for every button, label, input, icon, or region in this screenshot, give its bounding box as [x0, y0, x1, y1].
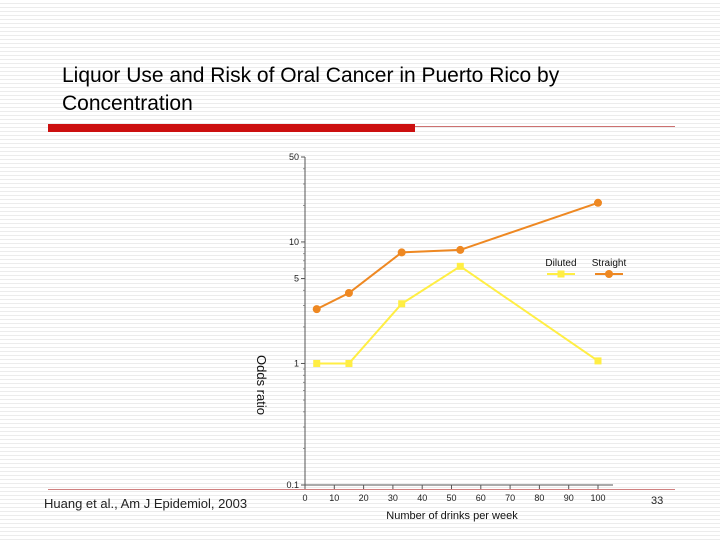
- straight-data-point: [312, 305, 321, 314]
- y-tick-label: 1: [294, 358, 299, 368]
- x-tick-label: 40: [417, 493, 427, 503]
- x-tick-label: 80: [534, 493, 544, 503]
- diluted-series-line: [316, 265, 599, 365]
- diluted-data-point: [313, 359, 321, 367]
- legend-marker-diluted: [557, 270, 565, 278]
- x-tick-label: 70: [505, 493, 515, 503]
- slide-title: Liquor Use and Risk of Oral Cancer in Pu…: [62, 64, 560, 115]
- title-underline-bar: [48, 124, 415, 132]
- chart-legend: Diluted Straight: [545, 258, 626, 278]
- y-tick-label: 10: [289, 237, 299, 247]
- x-tick-label: 0: [302, 493, 307, 503]
- x-axis-label: Number of drinks per week: [386, 510, 518, 522]
- x-tick-label: 90: [564, 493, 574, 503]
- chart-series: [312, 198, 602, 367]
- diluted-data-point: [456, 262, 464, 270]
- x-tick-label: 100: [590, 493, 605, 503]
- diluted-data-point: [398, 300, 406, 308]
- straight-data-point: [397, 248, 406, 257]
- title-underline-line: [415, 126, 675, 127]
- y-tick-label: 50: [289, 152, 299, 162]
- y-tick-label: 0.1: [286, 480, 299, 490]
- x-tick-label: 10: [329, 493, 339, 503]
- legend-label-diluted: Diluted: [545, 258, 576, 269]
- slide-number: 33: [651, 495, 664, 507]
- diluted-data-point: [594, 357, 602, 365]
- straight-data-point: [456, 245, 465, 254]
- diluted-data-point: [345, 359, 353, 367]
- citation: Huang et al., Am J Epidemiol, 2003: [44, 496, 248, 511]
- straight-data-point: [594, 198, 602, 207]
- footer-rule: [48, 489, 675, 490]
- x-tick-label: 60: [476, 493, 486, 503]
- x-tick-label: 30: [388, 493, 398, 503]
- legend-label-straight: Straight: [592, 258, 627, 269]
- straight-data-point: [344, 289, 353, 298]
- y-axis-label: Odds ratio: [254, 355, 269, 415]
- x-tick-label: 20: [359, 493, 369, 503]
- chart-axes: 0.1 1 5 10 50 0 10 20 30 40 50 60 70 80 90 100: [286, 152, 613, 503]
- legend-marker-straight: [605, 270, 613, 278]
- y-tick-label: 5: [294, 274, 299, 284]
- straight-series-line: [316, 201, 599, 311]
- x-tick-label: 50: [446, 493, 456, 503]
